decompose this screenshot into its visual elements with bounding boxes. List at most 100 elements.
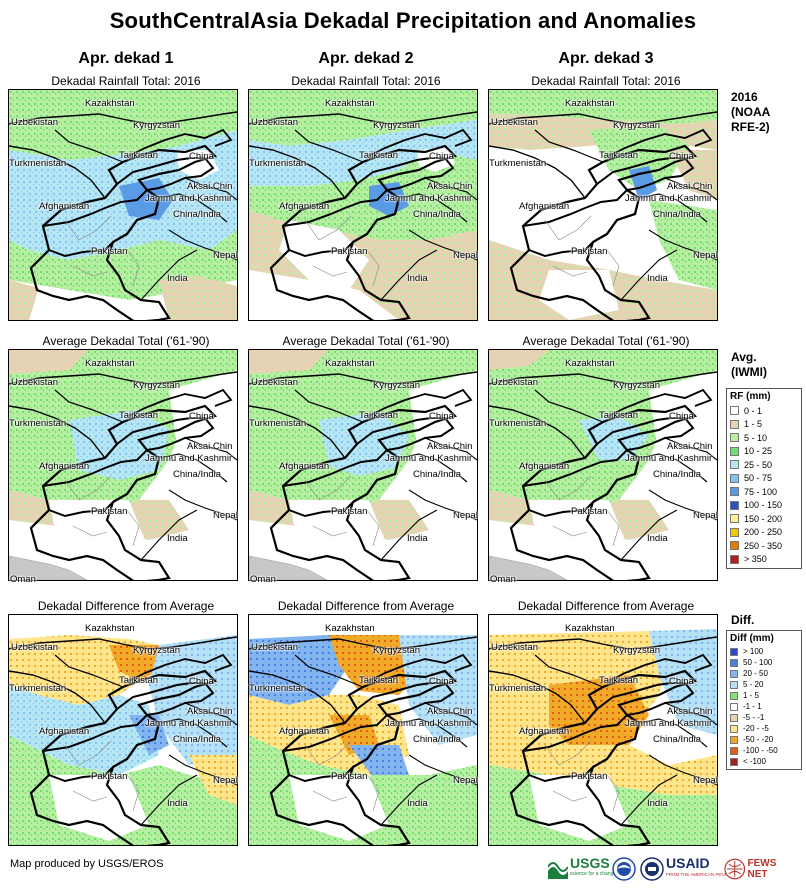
legend-rainfall-mm-row: > 350 (730, 553, 798, 567)
usaid-logo: USAID FROM THE AMERICAN PEOPLE (640, 854, 733, 884)
usaid-wordmark: USAID (666, 855, 710, 871)
legend-difference-mm-label: 50 - 100 (743, 658, 773, 667)
legend-rainfall-mm-label: 200 - 250 (744, 527, 783, 538)
panel-title-average-2: Average Dekadal Total ('61-'90) (282, 334, 450, 348)
page-title: SouthCentralAsia Dekadal Precipitation a… (109, 8, 697, 33)
legend-difference-mm-items: > 100 50 - 100 20 - 50 5 - 20 1 - 5 -1 - 1 -5 … (730, 646, 798, 767)
legend-rainfall-mm-row: 75 - 100 (730, 485, 798, 499)
legend-rainfall-mm-label: 50 - 75 (744, 473, 773, 484)
map-rainfall-dekad-1 (8, 89, 238, 321)
legend-rainfall-mm-row: 200 - 250 (730, 526, 798, 540)
map-rainfall-dekad-2 (248, 89, 478, 321)
legend-rainfall-mm-swatch (730, 406, 739, 416)
legend-average-title-line-1: Avg. (731, 350, 757, 364)
legend-difference-mm-label: < -100 (743, 757, 766, 766)
legend-difference-mm-row: < -100 (730, 756, 798, 767)
legend-rainfall-mm-swatch (730, 527, 739, 537)
legend-rainfall-mm-row: 50 - 75 (730, 472, 798, 486)
legend-rainfall-mm-row: 25 - 50 (730, 458, 798, 472)
legend-difference-mm-row: > 100 (730, 646, 798, 657)
panel-title-difference-1: Dekadal Difference from Average (37, 599, 215, 613)
panel-title-rainfall-1: Dekadal Rainfall Total: 2016 (51, 74, 201, 88)
noaa-seal-icon (612, 857, 636, 881)
legend-rainfall-title-line-1: 2016 (731, 90, 758, 104)
legend-difference-mm-row: -1 - 1 (730, 701, 798, 712)
legend-rainfall-mm-swatch (730, 460, 739, 470)
legend-difference-mm-label: -5 - -1 (743, 713, 765, 722)
legend-difference-mm-swatch (730, 757, 738, 766)
usaid-seal-icon (640, 857, 664, 881)
legend-rainfall-mm-swatch (730, 514, 739, 524)
legend-difference-mm-label: 5 - 20 (743, 680, 764, 689)
column-heading-dekad-2: Apr. dekad 2 (318, 50, 414, 67)
legend-rainfall-title-line-2: (NOAA (731, 105, 771, 119)
legend-rainfall-mm-row: 1 - 5 (730, 418, 798, 432)
legend-difference-mm-label: -1 - 1 (743, 702, 762, 711)
legend-rainfall-mm-label: > 350 (744, 554, 767, 565)
legend-difference-mm-row: 1 - 5 (730, 690, 798, 701)
map-difference-dekad-1 (8, 614, 238, 846)
usgs-wave-icon (548, 862, 568, 879)
legend-difference-mm-title: Diff (mm) (730, 633, 774, 644)
legend-average-title: Avg. (IWMI) (731, 350, 767, 380)
panel-title-rainfall-3: Dekadal Rainfall Total: 2016 (531, 74, 681, 88)
legend-rainfall-mm-swatch (730, 433, 739, 443)
legend-difference-mm-row: 5 - 20 (730, 679, 798, 690)
legend-rainfall-mm-swatch (730, 554, 739, 564)
legend-rainfall-mm-title: RF (mm) (730, 391, 771, 402)
legend-rainfall-mm-swatch (730, 500, 739, 510)
legend-rainfall-mm-row: 0 - 1 (730, 404, 798, 418)
usgs-tagline: science for a changing world (570, 871, 634, 877)
legend-rainfall-mm-label: 250 - 350 (744, 540, 783, 551)
legend-difference-mm-swatch (730, 724, 738, 733)
column-heading-dekad-1: Apr. dekad 1 (78, 50, 174, 67)
panel-title-difference-2: Dekadal Difference from Average (277, 599, 455, 613)
legend-rainfall-mm-row: 150 - 200 (730, 512, 798, 526)
legend-difference-mm-label: 20 - 50 (743, 669, 768, 678)
legend-rainfall-title: 2016 (NOAA RFE-2) (731, 90, 770, 135)
legend-difference-mm-swatch (730, 669, 738, 678)
footer-credit: Map produced by USGS/EROS (10, 858, 164, 870)
legend-average-title-line-2: (IWMI) (731, 365, 767, 379)
fewsnet-logo: FEWS NET (724, 854, 798, 884)
legend-rainfall-mm-swatch (730, 473, 739, 483)
map-rainfall-dekad-2-raster (249, 90, 477, 320)
legend-rainfall-mm: RF (mm) 0 - 1 1 - 5 5 - 10 10 - 25 25 - 50 50… (726, 388, 802, 569)
legend-rainfall-mm-row: 10 - 25 (730, 445, 798, 459)
map-difference-dekad-1-raster (9, 615, 237, 845)
agency-logos: USGS science for a changing world USAID … (548, 854, 798, 884)
legend-rainfall-mm-label: 1 - 5 (744, 419, 763, 430)
legend-rainfall-mm-swatch (730, 541, 739, 551)
legend-difference-mm-label: -20 - -5 (743, 724, 769, 733)
legend-rainfall-mm-label: 25 - 50 (744, 459, 773, 470)
usgs-logo: USGS science for a changing world (548, 854, 633, 884)
map-rainfall-dekad-3 (488, 89, 718, 321)
usaid-tagline: FROM THE AMERICAN PEOPLE (666, 872, 734, 877)
legend-difference-mm-row: -100 - -50 (730, 745, 798, 756)
legend-rainfall-mm-row: 250 - 350 (730, 539, 798, 553)
usgs-wordmark: USGS (570, 855, 610, 871)
legend-difference-mm-label: -100 - -50 (743, 746, 778, 755)
legend-difference-mm-row: -50 - -20 (730, 734, 798, 745)
map-rainfall-dekad-1-raster (9, 90, 237, 320)
legend-difference-mm-row: 50 - 100 (730, 657, 798, 668)
map-average-dekad-1 (8, 349, 238, 581)
fewsnet-globe-icon (724, 858, 746, 880)
legend-rainfall-mm-label: 5 - 10 (744, 432, 768, 443)
panel-title-average-1: Average Dekadal Total ('61-'90) (42, 334, 210, 348)
map-average-dekad-3-raster (489, 350, 717, 580)
legend-rainfall-mm-swatch (730, 446, 739, 456)
legend-difference-mm-row: 20 - 50 (730, 668, 798, 679)
map-difference-dekad-2-raster (249, 615, 477, 845)
legend-rainfall-mm-items: 0 - 1 1 - 5 5 - 10 10 - 25 25 - 50 50 - 75 75 … (730, 404, 798, 566)
column-heading-dekad-3: Apr. dekad 3 (558, 50, 654, 67)
legend-difference-mm: Diff (mm) > 100 50 - 100 20 - 50 5 - 20 1 - … (726, 630, 802, 770)
legend-rainfall-mm-swatch (730, 419, 739, 429)
legend-difference-mm-label: 1 - 5 (743, 691, 760, 700)
legend-rainfall-mm-row: 100 - 150 (730, 499, 798, 513)
legend-difference-mm-swatch (730, 713, 738, 722)
map-average-dekad-3 (488, 349, 718, 581)
legend-difference-mm-row: -20 - -5 (730, 723, 798, 734)
legend-difference-mm-row: -5 - -1 (730, 712, 798, 723)
legend-difference-mm-swatch (730, 680, 738, 689)
